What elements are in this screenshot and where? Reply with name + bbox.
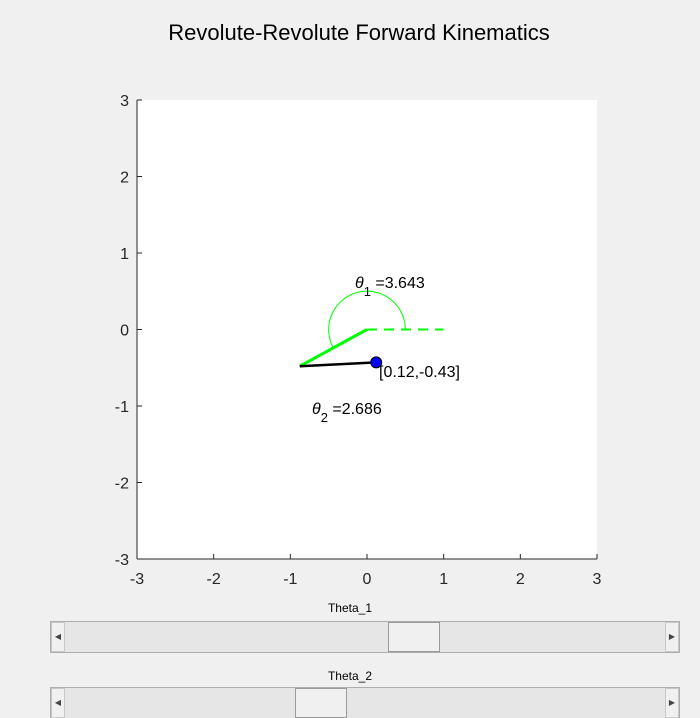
theta1-arc bbox=[328, 290, 406, 349]
theta1-value: =3.643 bbox=[371, 275, 425, 292]
end-effector-coordinates-label: [0.12,-0.43] bbox=[379, 364, 460, 381]
y-ticks: 3 2 1 0 -1 -2 -3 bbox=[115, 93, 142, 569]
plot-area: Revolute-Revolute Forward Kinematics -3-… bbox=[115, 20, 602, 588]
theta1-symbol: θ bbox=[355, 275, 364, 292]
end-effector-marker bbox=[370, 356, 383, 369]
plot-elements bbox=[299, 290, 444, 369]
link1-line bbox=[299, 328, 368, 368]
x-tick-label: -1 bbox=[283, 571, 297, 588]
link2-line bbox=[299, 361, 377, 368]
theta2-slider-label: Theta_2 bbox=[327, 669, 373, 683]
chart-title: Revolute-Revolute Forward Kinematics bbox=[168, 20, 550, 45]
x-ticks: -3 -2 -1 0 1 2 3 bbox=[130, 554, 602, 588]
x-tick-label: -2 bbox=[207, 571, 221, 588]
y-tick-label: 2 bbox=[120, 170, 129, 187]
theta2-subscript: 2 bbox=[321, 410, 328, 425]
theta2-value: =2.686 bbox=[328, 401, 382, 418]
y-tick-label: 0 bbox=[120, 323, 129, 340]
x-tick-label: 3 bbox=[593, 571, 602, 588]
theta2-slider-thumb[interactable] bbox=[295, 688, 348, 718]
theta2-slider-track[interactable] bbox=[65, 688, 665, 718]
theta1-slider-thumb[interactable] bbox=[388, 622, 441, 652]
y-tick-label: -1 bbox=[115, 399, 129, 416]
theta1-slider-label: Theta_1 bbox=[327, 601, 373, 615]
theta2-symbol: θ bbox=[312, 401, 321, 418]
y-tick-label: -3 bbox=[115, 552, 129, 569]
x-tick-label: 0 bbox=[363, 571, 372, 588]
x-tick-label: 1 bbox=[439, 571, 448, 588]
theta2-slider-left-arrow-icon[interactable]: ◀ bbox=[51, 688, 65, 718]
theta1-slider[interactable]: ◀ ▶ bbox=[50, 621, 680, 653]
theta1-annotation: θ1 =3.643 bbox=[355, 275, 425, 299]
theta2-slider[interactable]: ◀ ▶ bbox=[50, 687, 680, 718]
theta1-slider-track[interactable] bbox=[65, 622, 665, 652]
y-tick-label: 1 bbox=[120, 246, 129, 263]
x-tick-label: -3 bbox=[130, 571, 144, 588]
y-tick-label: 3 bbox=[120, 93, 129, 110]
x-tick-label: 2 bbox=[516, 571, 525, 588]
theta1-subscript: 1 bbox=[364, 284, 371, 299]
y-tick-label: -2 bbox=[115, 476, 129, 493]
theta1-slider-left-arrow-icon[interactable]: ◀ bbox=[51, 622, 65, 652]
theta1-slider-right-arrow-icon[interactable]: ▶ bbox=[665, 622, 679, 652]
theta2-slider-right-arrow-icon[interactable]: ▶ bbox=[665, 688, 679, 718]
theta2-annotation: θ2 =2.686 bbox=[312, 401, 382, 425]
